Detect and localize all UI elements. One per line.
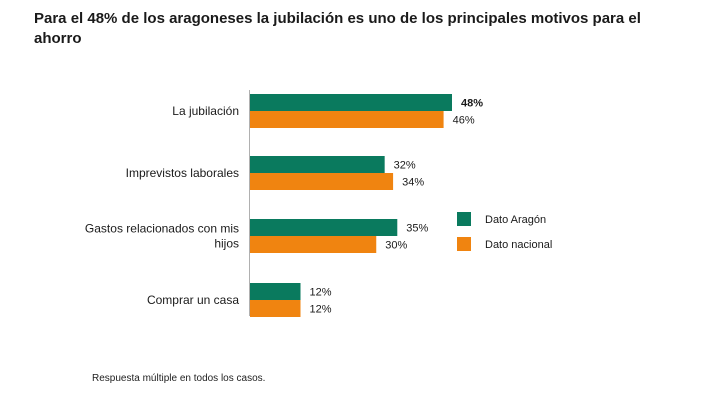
footnote: Respuesta múltiple en todos los casos. bbox=[92, 373, 266, 384]
category-label-3: Comprar un casa bbox=[147, 293, 239, 307]
legend: Dato Aragón Dato nacional bbox=[457, 212, 552, 251]
bar-nacional-3 bbox=[250, 300, 301, 317]
bar-aragon-2 bbox=[250, 219, 398, 236]
legend-swatch-aragon bbox=[457, 212, 471, 226]
category-labels: La jubilación Imprevistos laborales Gastos… bbox=[85, 104, 239, 307]
data-label-nacional-0: 46% bbox=[453, 115, 475, 127]
bar-aragon-3 bbox=[250, 283, 301, 300]
bar-nacional-1 bbox=[250, 173, 394, 190]
bars-group: 48% 46% 32% 34% 35% 30% 12% 12% bbox=[250, 94, 483, 317]
category-label-0: La jubilación bbox=[172, 104, 239, 118]
bar-nacional-2 bbox=[250, 236, 377, 253]
bar-aragon-0 bbox=[250, 94, 452, 111]
data-label-aragon-3: 12% bbox=[310, 287, 332, 299]
data-label-aragon-1: 32% bbox=[394, 160, 416, 172]
bar-aragon-1 bbox=[250, 156, 385, 173]
category-label-1: Imprevistos laborales bbox=[126, 166, 239, 180]
legend-swatch-nacional bbox=[457, 237, 471, 251]
data-label-aragon-0: 48% bbox=[461, 98, 483, 110]
category-label-2-line-0: Gastos relacionados con mis bbox=[85, 222, 239, 236]
category-label-2-line-1: hijos bbox=[214, 237, 239, 251]
data-label-nacional-2: 30% bbox=[385, 240, 407, 252]
legend-label-nacional: Dato nacional bbox=[485, 239, 552, 251]
chart-title: Para el 48% de los aragoneses la jubilac… bbox=[34, 10, 641, 47]
data-label-aragon-2: 35% bbox=[406, 223, 428, 235]
data-label-nacional-1: 34% bbox=[402, 177, 424, 189]
data-label-nacional-3: 12% bbox=[310, 304, 332, 316]
bar-nacional-0 bbox=[250, 111, 444, 128]
legend-label-aragon: Dato Aragón bbox=[485, 214, 546, 226]
